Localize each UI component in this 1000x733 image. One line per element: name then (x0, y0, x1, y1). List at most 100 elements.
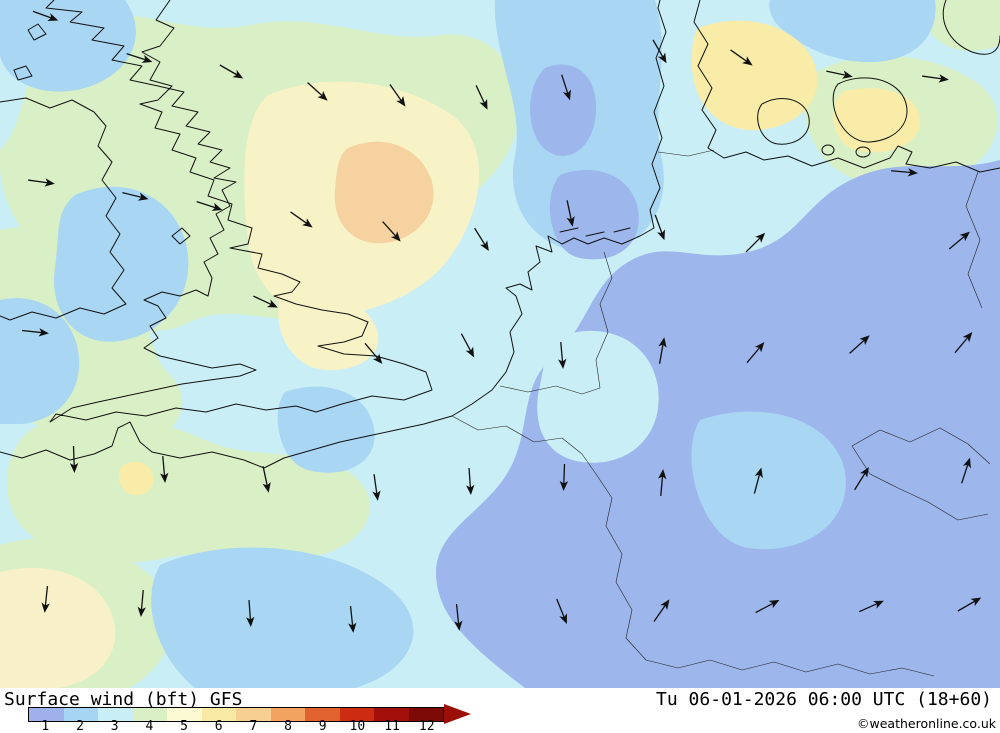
border-alps-south (645, 659, 935, 677)
wind-arrow (755, 599, 780, 614)
wind-arrow (561, 74, 571, 101)
wind-arrow (890, 168, 918, 177)
wind-arrow (954, 332, 973, 354)
wind-arrow (160, 455, 169, 483)
wind-arrow (654, 214, 665, 241)
wind-region-blue-inner-germany (691, 411, 846, 550)
legend-tick-label: 10 (349, 719, 366, 733)
wind-region-periwinkle-north (530, 64, 597, 156)
wind-arrow (653, 599, 670, 622)
coastline-continent (0, 0, 667, 469)
wind-arrow (253, 295, 278, 308)
coastline-hebrides (13, 23, 47, 81)
map-title: Surface wind (bft) GFS (4, 689, 243, 710)
wind-arrow (32, 10, 59, 21)
wind-arrow (556, 598, 568, 625)
wind-arrow (126, 53, 153, 63)
wind-arrow (348, 606, 357, 633)
coastline-funen (757, 98, 810, 145)
wind-arrow (460, 333, 475, 358)
coastline-zealand (832, 77, 908, 143)
wind-arrow (922, 74, 949, 83)
legend-tick-label: 8 (284, 719, 292, 733)
coastline-small-islands (821, 144, 871, 158)
wind-arrow (382, 221, 401, 242)
legend-tick-label: 4 (145, 719, 154, 733)
legend-tick-label: 9 (318, 719, 327, 733)
legend-tick-label: 6 (214, 719, 223, 733)
wind-arrow (849, 335, 870, 354)
wind-region-blue-topright (769, 0, 936, 63)
wind-arrow (730, 49, 753, 66)
wind-region-blue-irish-sea (54, 186, 189, 342)
wind-region-orange-midlands (334, 141, 434, 244)
wind-arrow (957, 597, 982, 612)
legend-tick-label: 1 (41, 719, 50, 733)
coastline-denmark-baltic (693, 0, 1000, 173)
wind-arrow (307, 82, 328, 101)
wind-arrow (753, 467, 763, 494)
copyright-watermark: ©weatheronline.co.uk (857, 716, 996, 731)
wind-arrow (858, 600, 884, 613)
wind-arrow (746, 342, 765, 364)
wind-region-blue-west-edge (0, 298, 80, 424)
legend-cell-bft-2 (63, 708, 98, 721)
wind-arrow (389, 84, 406, 107)
wind-arrow (652, 39, 667, 64)
wind-region-blue-topleft (0, 0, 136, 92)
wind-region-yellow-south-england (278, 295, 379, 371)
wind-region-green-corner (925, 0, 1000, 51)
legend-cell-bft-9 (305, 708, 340, 721)
legend-arrowhead-icon (444, 704, 471, 724)
legend-cell-bft-11 (374, 708, 409, 721)
wind-arrow (558, 341, 567, 369)
wind-arrow (219, 64, 244, 79)
legend-tick-label: 12 (418, 719, 435, 733)
wind-arrow (466, 467, 475, 495)
wind-arrow (290, 211, 313, 228)
wind-region-cyan-delta (455, 240, 541, 338)
wind-arrow (28, 178, 55, 187)
wind-arrow (372, 474, 381, 501)
legend-tick-label: 3 (110, 719, 119, 733)
wind-region-yellow-jutland (692, 20, 818, 131)
wind-arrow (122, 191, 149, 201)
wind-arrow (658, 337, 667, 364)
wind-region-yellow-zealand (833, 88, 921, 153)
coastline-isle-of-man (171, 227, 191, 245)
legend-ticks: 1 2 3 4 5 6 7 8 9 10 11 12 (28, 719, 444, 733)
wind-arrow (475, 85, 488, 110)
wind-arrow (69, 445, 79, 473)
wind-arrow (364, 342, 383, 364)
legend-cell-bft-7 (236, 708, 271, 721)
wind-arrow (948, 231, 970, 250)
wind-region-cyan-benelux (537, 330, 659, 463)
wind-arrow (745, 232, 766, 253)
wind-arrow (262, 466, 271, 493)
legend-cell-bft-12 (408, 708, 443, 721)
legend-cell-bft-3 (98, 708, 133, 721)
wind-region-cream-biscay (0, 567, 116, 688)
legend-cell-bft-1 (29, 708, 64, 721)
map-footer: Surface wind (bft) GFS Tu 06-01-2026 06:… (0, 688, 1000, 733)
legend-bar (28, 707, 444, 722)
coastline-great-britain (45, 0, 433, 423)
wind-arrow (474, 227, 489, 252)
wind-region-periwinkle-center (549, 170, 639, 260)
wind-arrow (961, 457, 971, 484)
legend-cell-bft-8 (270, 708, 305, 721)
weather-map (0, 0, 1000, 688)
coastline-sweden-corner (942, 0, 1000, 55)
map-timestamp: Tu 06-01-2026 06:00 UTC (18+60) (656, 689, 992, 710)
legend-cell-bft-6 (201, 708, 236, 721)
wind-arrow (854, 466, 869, 491)
wind-arrow (196, 201, 223, 211)
wind-arrow (137, 589, 146, 617)
legend-tick-label: 5 (180, 719, 188, 733)
legend-tick-label: 7 (249, 719, 258, 733)
coastline-ireland (0, 97, 127, 321)
legend-tick-label: 2 (76, 719, 84, 733)
wind-arrow (658, 469, 667, 497)
wind-arrow (22, 328, 49, 337)
